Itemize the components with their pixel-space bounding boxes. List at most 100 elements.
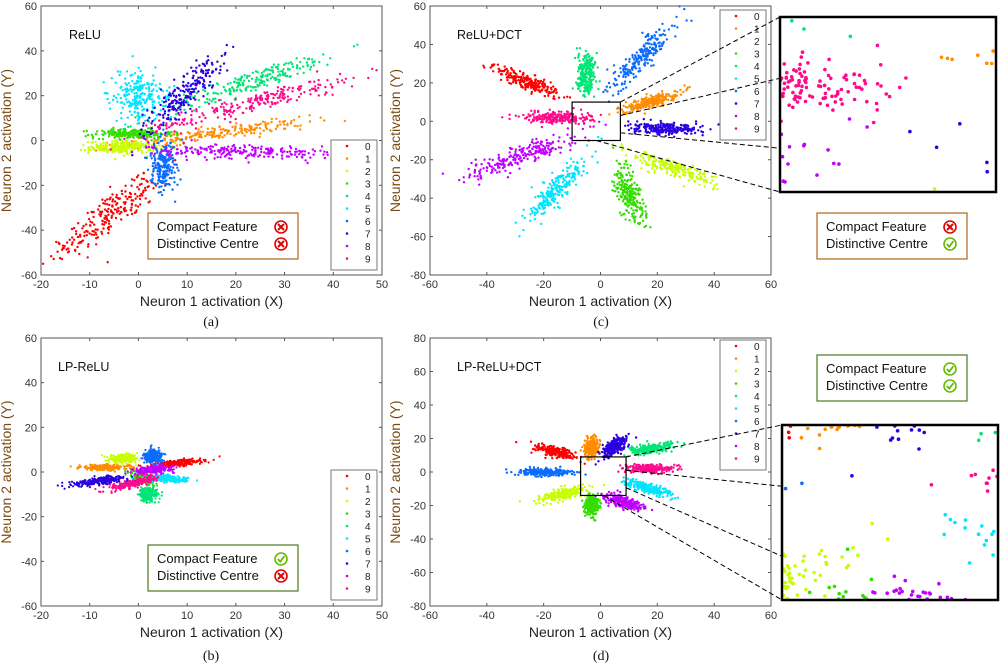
point-class-0 bbox=[104, 221, 106, 223]
point-class-7 bbox=[175, 118, 177, 120]
point-class-9 bbox=[352, 77, 354, 79]
point-class-7 bbox=[160, 88, 162, 90]
point-class-9 bbox=[158, 119, 160, 121]
point-class-4 bbox=[287, 68, 289, 70]
point-class-9 bbox=[330, 83, 332, 85]
point-class-9 bbox=[324, 86, 326, 88]
point-class-9 bbox=[341, 79, 343, 81]
point-class-8 bbox=[247, 161, 249, 163]
point-class-9 bbox=[217, 116, 219, 118]
point-class-5 bbox=[116, 120, 118, 122]
point-class-7 bbox=[178, 88, 180, 90]
point-class-4 bbox=[278, 79, 280, 81]
point-class-7 bbox=[68, 486, 70, 488]
point-class-8 bbox=[319, 150, 321, 152]
point-class-0 bbox=[81, 227, 83, 229]
point-class-2 bbox=[130, 146, 132, 148]
point-class-4 bbox=[154, 501, 156, 503]
point-class-1 bbox=[239, 127, 241, 129]
point-class-0 bbox=[88, 232, 90, 234]
point-class-5 bbox=[124, 123, 126, 125]
legend-marker-7 bbox=[346, 232, 349, 235]
point-class-1 bbox=[94, 467, 96, 469]
point-class-7 bbox=[184, 112, 186, 114]
point-class-5 bbox=[103, 81, 105, 83]
point-class-2 bbox=[120, 456, 122, 458]
point-class-9 bbox=[276, 101, 278, 103]
point-class-8 bbox=[260, 151, 262, 153]
point-class-7 bbox=[195, 67, 197, 69]
point-class-2 bbox=[84, 149, 86, 151]
point-class-5 bbox=[143, 84, 145, 86]
point-class-6 bbox=[164, 157, 166, 159]
point-class-4 bbox=[144, 487, 146, 489]
point-class-2 bbox=[126, 153, 128, 155]
point-class-1 bbox=[198, 136, 200, 138]
point-class-5 bbox=[117, 70, 119, 72]
point-class-7 bbox=[131, 476, 133, 478]
point-class-6 bbox=[160, 191, 162, 193]
point-class-1 bbox=[220, 128, 222, 130]
point-class-9 bbox=[343, 81, 345, 83]
point-class-1 bbox=[103, 469, 105, 471]
point-class-7 bbox=[100, 477, 102, 479]
point-class-1 bbox=[211, 127, 213, 129]
point-class-0 bbox=[117, 207, 119, 209]
point-class-1 bbox=[308, 114, 310, 116]
point-class-4 bbox=[161, 491, 163, 493]
point-class-8 bbox=[204, 156, 206, 158]
point-class-8 bbox=[160, 473, 162, 475]
point-class-8 bbox=[154, 153, 156, 155]
point-class-7 bbox=[182, 90, 184, 92]
point-class-9 bbox=[230, 115, 232, 117]
point-class-7 bbox=[168, 109, 170, 111]
point-class-6 bbox=[169, 184, 171, 186]
point-class-9 bbox=[173, 130, 175, 132]
point-class-9 bbox=[252, 102, 254, 104]
point-class-7 bbox=[162, 114, 164, 116]
point-class-0 bbox=[199, 463, 201, 465]
point-class-6 bbox=[163, 180, 165, 182]
x-tick-label: 0 bbox=[135, 610, 141, 622]
point-class-2 bbox=[82, 144, 84, 146]
point-class-6 bbox=[171, 188, 173, 190]
point-class-5 bbox=[152, 83, 154, 85]
point-class-8 bbox=[208, 146, 210, 148]
point-class-6 bbox=[169, 166, 171, 168]
point-class-7 bbox=[207, 69, 209, 71]
point-class-2 bbox=[141, 152, 143, 154]
point-class-7 bbox=[212, 84, 214, 86]
point-class-7 bbox=[219, 69, 221, 71]
point-class-6 bbox=[157, 142, 159, 144]
point-class-5 bbox=[152, 104, 154, 106]
point-class-3 bbox=[176, 132, 178, 134]
point-class-8 bbox=[220, 153, 222, 155]
point-class-6 bbox=[160, 185, 162, 187]
point-class-9 bbox=[179, 124, 181, 126]
point-class-5 bbox=[166, 90, 168, 92]
point-class-6 bbox=[152, 168, 154, 170]
point-class-0 bbox=[125, 209, 127, 211]
point-class-9 bbox=[181, 122, 183, 124]
x-tick-label: 30 bbox=[278, 610, 290, 622]
legend-marker-9 bbox=[346, 257, 349, 260]
point-class-0 bbox=[85, 223, 87, 225]
point-class-7 bbox=[150, 122, 152, 124]
point-class-0 bbox=[169, 460, 171, 462]
point-class-7 bbox=[140, 128, 142, 130]
point-class-4 bbox=[241, 82, 243, 84]
point-class-6 bbox=[170, 177, 172, 179]
point-class-8 bbox=[148, 470, 150, 472]
point-class-6 bbox=[164, 453, 166, 455]
point-class-6 bbox=[165, 179, 167, 181]
legend-marker-2 bbox=[346, 170, 349, 173]
point-class-1 bbox=[222, 128, 224, 130]
point-class-7 bbox=[141, 114, 143, 116]
point-class-6 bbox=[161, 140, 163, 142]
point-class-6 bbox=[156, 170, 158, 172]
point-class-1 bbox=[293, 119, 295, 121]
point-class-6 bbox=[173, 181, 175, 183]
point-class-9 bbox=[223, 109, 225, 111]
point-class-9 bbox=[145, 138, 147, 140]
